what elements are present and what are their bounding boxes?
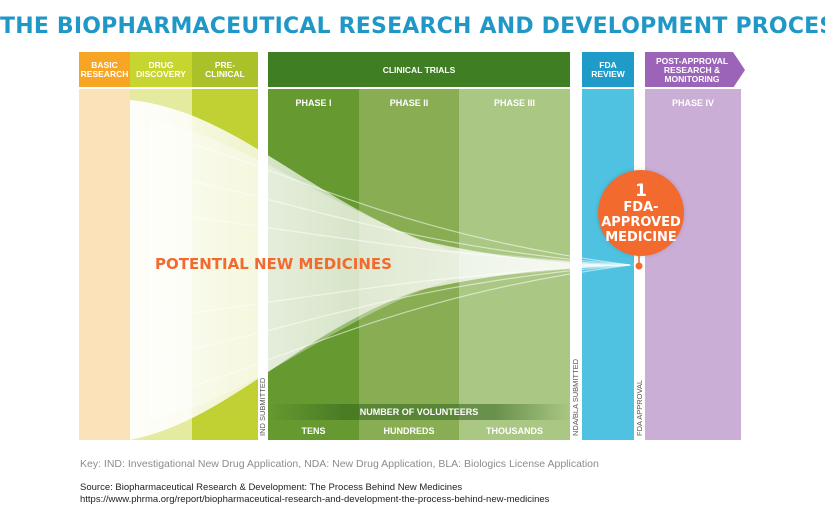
volunteers-tens: TENS — [301, 426, 326, 436]
phase3-label: PHASE III — [493, 98, 535, 108]
stage-basic-research: BASIC RESEARCH — [79, 52, 130, 88]
volunteers-hundreds: HUNDREDS — [383, 426, 435, 436]
phase2-label: PHASE II — [389, 98, 429, 108]
stage-clinical-trials: CLINICAL TRIALS — [268, 52, 570, 88]
volunteers-band — [268, 404, 570, 420]
badge-line3: MEDICINE — [605, 229, 677, 245]
stage-fda-review: FDA REVIEW — [582, 52, 634, 88]
volunteers-label: NUMBER OF VOLUNTEERS — [359, 407, 479, 417]
key-legend: Key: IND: Investigational New Drug Appli… — [80, 458, 599, 470]
nda-bla-submitted-label: NDA/BLA SUBMITTED — [571, 358, 580, 436]
source-url: https://www.phrma.org/report/biopharmace… — [80, 494, 550, 505]
nda-separator — [570, 88, 582, 440]
badge-line1: FDA- — [623, 199, 659, 215]
fda-approval-label: FDA APPROVAL — [635, 379, 644, 436]
phase4-column — [645, 88, 741, 440]
ind-separator — [258, 88, 268, 440]
header-divider — [79, 87, 741, 89]
stage-pre-clinical: PRE-CLINICAL — [192, 52, 258, 88]
fda-review-column — [582, 88, 634, 440]
phase4-label: PHASE IV — [671, 98, 714, 108]
phase1-label: PHASE I — [295, 98, 332, 108]
ind-submitted-label: IND SUBMITTED — [258, 377, 267, 436]
stage-drug-discovery: DRUG DISCOVERY — [130, 52, 192, 88]
phase3-column — [459, 88, 570, 440]
fda-approved-medicine-badge: 1 FDA- APPROVED MEDICINE — [598, 170, 684, 256]
stage-post-approval: POST-APPROVAL RESEARCH & MONITORING — [655, 55, 729, 84]
approved-count: 1 — [635, 180, 647, 201]
volunteers-thousands: THOUSANDS — [485, 426, 543, 436]
page-title: THE BIOPHARMACEUTICAL RESEARCH AND DEVEL… — [0, 14, 825, 39]
potential-new-medicines-label: POTENTIAL NEW MEDICINES — [155, 255, 392, 273]
source-line: Source: Biopharmaceutical Research & Dev… — [80, 482, 463, 493]
badge-line2: APPROVED — [601, 214, 681, 230]
basic-research-column — [79, 88, 130, 440]
